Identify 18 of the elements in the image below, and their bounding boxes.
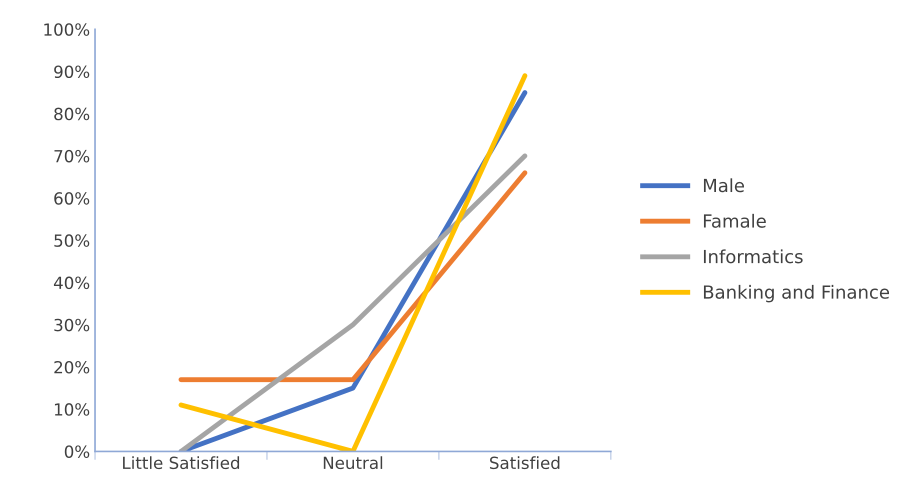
y-tick-label: 90% (54, 65, 90, 78)
y-tick-label: 100% (44, 23, 90, 36)
y-tick-label: 60% (54, 192, 90, 205)
y-tick-label: 30% (54, 318, 90, 332)
y-tick-label: 50% (54, 234, 90, 247)
x-tick-label: Little Satisfied (123, 456, 240, 470)
legend-label: Male (704, 178, 744, 192)
legend-label: Banking and Finance (704, 284, 890, 302)
legend-label: Informatics (704, 249, 803, 264)
y-tick-label: 10% (54, 403, 90, 416)
x-tick-label: Neutral (324, 456, 382, 470)
legend-label: Famale (704, 214, 766, 228)
y-tick-label: 20% (54, 360, 90, 374)
x-tick-label: Satisfied (490, 456, 560, 470)
y-tick-label: 70% (54, 150, 90, 162)
y-tick-label: 0% (64, 445, 90, 458)
y-tick-label: 40% (54, 276, 90, 290)
y-tick-label: 80% (54, 108, 90, 120)
